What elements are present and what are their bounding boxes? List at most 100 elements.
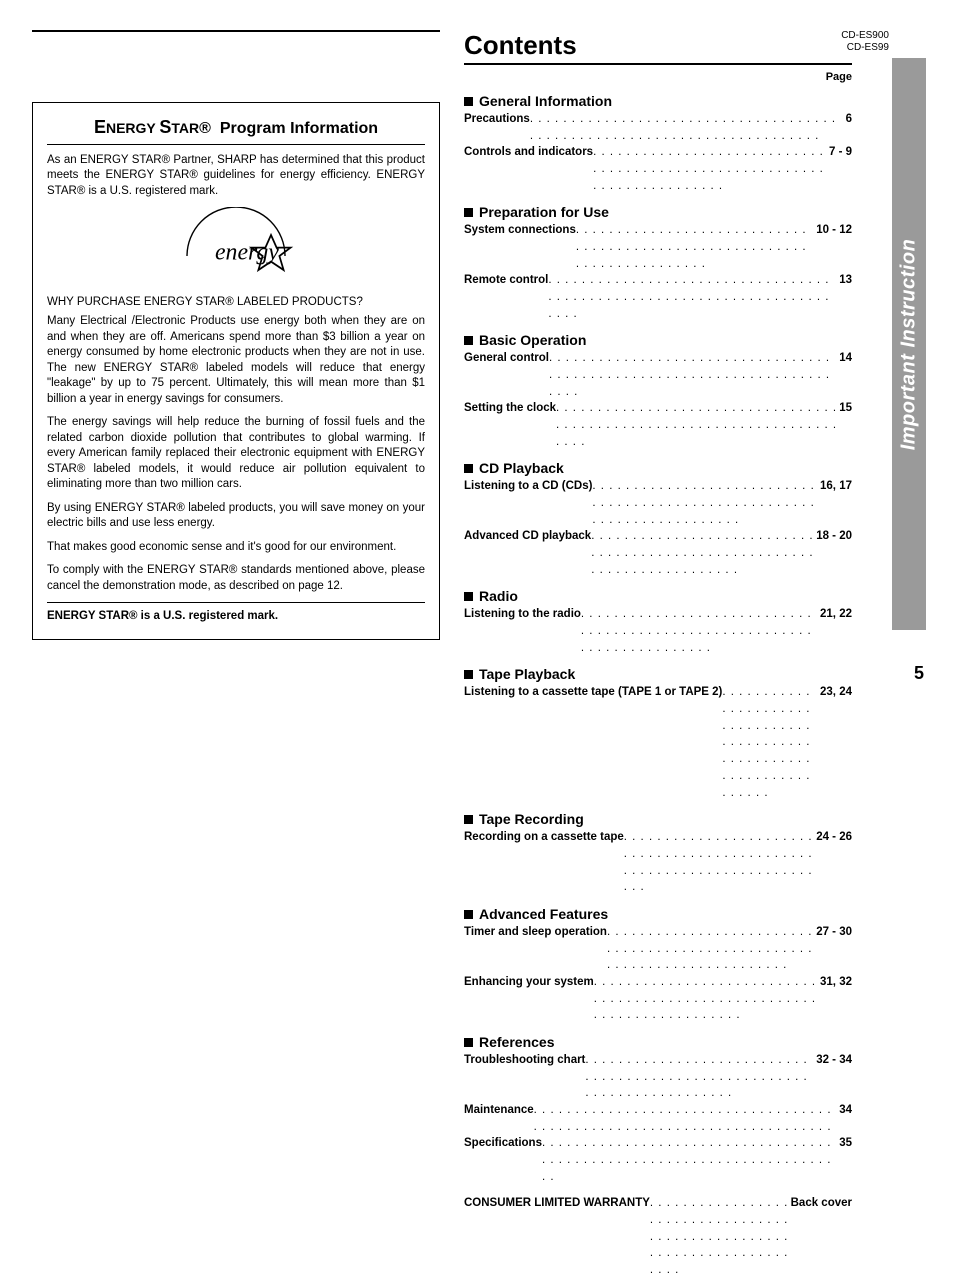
- toc-page: 18 - 20: [814, 528, 852, 578]
- toc-page: 7 - 9: [827, 144, 852, 194]
- energy-star-p4: By using ENERGY STAR® labeled products, …: [47, 501, 425, 532]
- toc-line: Enhancing your system 31, 32: [464, 974, 852, 1024]
- toc-page: 35: [837, 1135, 852, 1185]
- toc-label: General control: [464, 350, 549, 400]
- toc-page: 16, 17: [818, 478, 852, 528]
- toc: General InformationPrecautions 6Controls…: [464, 93, 852, 1185]
- toc-dots: [585, 1052, 814, 1102]
- toc-page: 15: [837, 400, 852, 450]
- toc-line: Recording on a cassette tape 24 - 26: [464, 829, 852, 896]
- energy-star-subhead: WHY PURCHASE ENERGY STAR® LABELED PRODUC…: [47, 295, 425, 311]
- toc-line: Setting the clock 15: [464, 400, 852, 450]
- toc-dots: [548, 272, 837, 322]
- toc-label: Controls and indicators: [464, 144, 593, 194]
- toc-page: 23, 24: [818, 684, 852, 801]
- toc-label: Recording on a cassette tape: [464, 829, 624, 896]
- toc-dots: [549, 350, 837, 400]
- toc-section-heading: Preparation for Use: [464, 204, 852, 220]
- energy-star-footer: ENERGY STAR® is a U.S. registered mark.: [47, 602, 425, 625]
- model-codes: CD-ES900 CD-ES99: [841, 30, 889, 54]
- page-content: ENERGY STAR® Program Information As an E…: [32, 30, 922, 670]
- toc-page: 6: [844, 111, 852, 144]
- toc-line: Timer and sleep operation 27 - 30: [464, 924, 852, 974]
- right-column: Contents Page General InformationPrecaut…: [452, 30, 852, 670]
- toc-line: Listening to the radio 21, 22: [464, 606, 852, 656]
- sidebar-tab: Important Instruction: [892, 58, 926, 630]
- toc-label: Advanced CD playback: [464, 528, 591, 578]
- warranty-page: Back cover: [789, 1195, 852, 1278]
- toc-section-heading: CD Playback: [464, 460, 852, 476]
- toc-dots: [722, 684, 818, 801]
- toc-line: Listening to a CD (CDs) 16, 17: [464, 478, 852, 528]
- toc-dots: [530, 111, 844, 144]
- toc-label: Listening to a CD (CDs): [464, 478, 592, 528]
- toc-dots: [594, 974, 818, 1024]
- energy-star-title: ENERGY STAR® Program Information: [47, 115, 425, 145]
- toc-label: Remote control: [464, 272, 548, 322]
- energy-star-box: ENERGY STAR® Program Information As an E…: [32, 102, 440, 640]
- toc-page: 21, 22: [818, 606, 852, 656]
- toc-line: Specifications 35: [464, 1135, 852, 1185]
- toc-line: Troubleshooting chart 32 - 34: [464, 1052, 852, 1102]
- toc-line: General control 14: [464, 350, 852, 400]
- toc-section-heading: Tape Recording: [464, 811, 852, 827]
- toc-page: 24 - 26: [814, 829, 852, 896]
- toc-dots: [576, 222, 814, 272]
- toc-dots: [591, 528, 814, 578]
- toc-page: 34: [837, 1102, 852, 1135]
- toc-dots: [556, 400, 837, 450]
- toc-label: Precautions: [464, 111, 530, 144]
- toc-dots: [592, 478, 818, 528]
- model-code-2: CD-ES99: [841, 42, 889, 54]
- toc-line: Listening to a cassette tape (TAPE 1 or …: [464, 684, 852, 801]
- contents-heading: Contents: [464, 30, 852, 61]
- toc-dots: [581, 606, 818, 656]
- toc-line: Maintenance 34: [464, 1102, 852, 1135]
- energy-star-p5: That makes good economic sense and it's …: [47, 540, 425, 556]
- toc-line: Precautions 6: [464, 111, 852, 144]
- energy-star-p2: Many Electrical /Electronic Products use…: [47, 314, 425, 407]
- toc-dots: [542, 1135, 837, 1185]
- left-column: ENERGY STAR® Program Information As an E…: [32, 30, 452, 670]
- toc-label: Listening to the radio: [464, 606, 581, 656]
- left-top-rule: [32, 30, 440, 32]
- toc-line: Remote control 13: [464, 272, 852, 322]
- energy-star-p3: The energy savings will help reduce the …: [47, 415, 425, 493]
- page-number: 5: [914, 663, 924, 684]
- toc-section-heading: Advanced Features: [464, 906, 852, 922]
- toc-dots: [607, 924, 814, 974]
- toc-line: System connections 10 - 12: [464, 222, 852, 272]
- toc-section-heading: Basic Operation: [464, 332, 852, 348]
- toc-label: Enhancing your system: [464, 974, 594, 1024]
- toc-page: 31, 32: [818, 974, 852, 1024]
- model-code-1: CD-ES900: [841, 30, 889, 42]
- toc-section-heading: Radio: [464, 588, 852, 604]
- energy-star-p1: As an ENERGY STAR® Partner, SHARP has de…: [47, 153, 425, 200]
- page-label: Page: [464, 71, 852, 83]
- toc-dots: [593, 144, 827, 194]
- toc-line: Advanced CD playback 18 - 20: [464, 528, 852, 578]
- toc-label: Timer and sleep operation: [464, 924, 607, 974]
- toc-label: Specifications: [464, 1135, 542, 1185]
- toc-dots: [650, 1195, 789, 1278]
- toc-dots: [534, 1102, 838, 1135]
- sidebar-label: Important Instruction: [898, 238, 921, 450]
- energy-star-logo: energy: [47, 207, 425, 283]
- toc-page: 27 - 30: [814, 924, 852, 974]
- toc-section-heading: Tape Playback: [464, 666, 852, 682]
- toc-label: Maintenance: [464, 1102, 534, 1135]
- warranty-line: CONSUMER LIMITED WARRANTY Back cover: [464, 1195, 852, 1278]
- toc-label: System connections: [464, 222, 576, 272]
- toc-label: Troubleshooting chart: [464, 1052, 585, 1102]
- toc-page: 32 - 34: [814, 1052, 852, 1102]
- toc-section-heading: References: [464, 1034, 852, 1050]
- warranty-label: CONSUMER LIMITED WARRANTY: [464, 1195, 650, 1278]
- toc-dots: [624, 829, 814, 896]
- toc-line: Controls and indicators 7 - 9: [464, 144, 852, 194]
- toc-label: Setting the clock: [464, 400, 556, 450]
- energy-star-p6: To comply with the ENERGY STAR® standard…: [47, 563, 425, 594]
- right-top-rule: [464, 63, 852, 65]
- toc-page: 13: [837, 272, 852, 322]
- toc-page: 10 - 12: [814, 222, 852, 272]
- toc-label: Listening to a cassette tape (TAPE 1 or …: [464, 684, 722, 801]
